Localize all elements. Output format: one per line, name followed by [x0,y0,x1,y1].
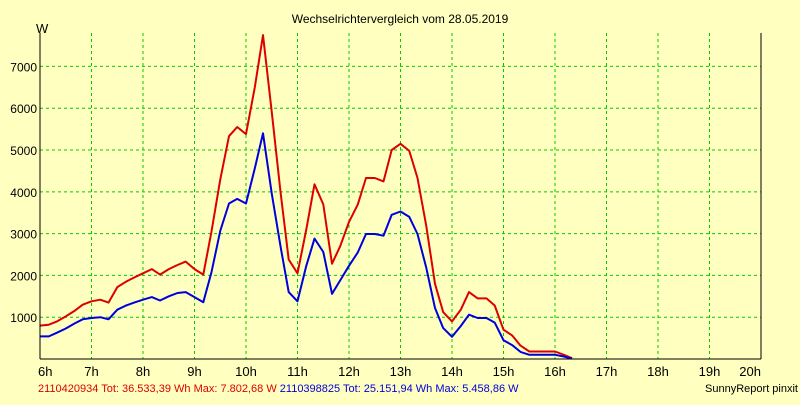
x-tick-label: 6h [38,364,52,379]
footer-credit: SunnyReport pinxit [705,383,798,395]
x-tick-label: 11h [287,364,308,379]
x-tick-label: 15h [493,364,515,379]
x-tick-label: 10h [235,364,257,379]
legend-item-series1-id: 2110420934 [38,383,99,395]
grid-lines [40,33,761,359]
y-tick-label: 2000 [10,269,37,283]
x-tick-label: 20h [739,364,761,379]
y-tick-label: 1000 [10,311,37,325]
x-tick-label: 18h [647,364,669,379]
series-line-1 [39,34,573,360]
legend-item-series2-id: 2110398825 [279,383,341,395]
legend-item-series2-text: Tot: 25.151,94 Wh Max: 5.458,86 W [343,383,519,395]
series-lines [39,34,573,360]
y-tick-label: 7000 [10,60,37,74]
x-tick-label: 12h [338,364,360,379]
x-tick-label: 9h [187,364,201,379]
x-tick-label: 19h [699,364,721,379]
x-tick-label: 13h [390,364,412,379]
x-tick-label: 7h [84,364,98,379]
legend-item-series1-text: Tot: 36.533,39 Wh Max: 7.802,68 W [101,383,277,395]
x-tick-label: 16h [544,364,566,379]
tick-labels: 1000 2000 3000 4000 5000 6000 7000 6h 7h 8h 9h 10h 1… [10,60,761,379]
y-tick-label: 3000 [10,228,37,242]
legend: 2110420934 Tot: 36.533,39 Wh Max: 7.802,… [38,383,519,395]
y-tick-label: 5000 [10,144,37,158]
series-line-2 [40,132,573,360]
x-tick-label: 17h [596,364,618,379]
axes [39,33,762,360]
x-tick-label: 8h [136,364,150,379]
chart-title: Wechselrichtervergleich vom 28.05.2019 [292,12,509,26]
x-tick-label: 14h [441,364,463,379]
y-tick-label: 4000 [10,186,37,200]
y-tick-label: 6000 [10,102,37,116]
y-axis-unit-label: W [36,21,49,36]
